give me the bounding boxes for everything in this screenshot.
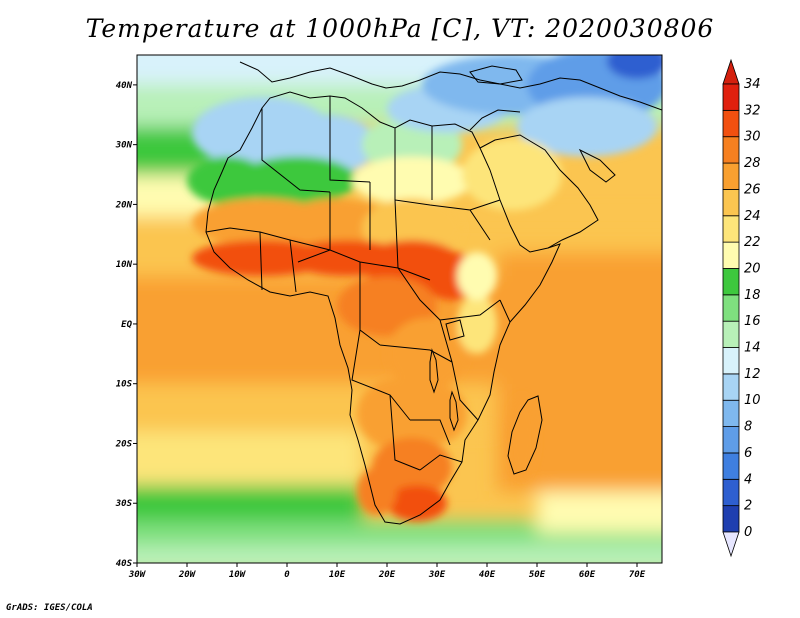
colorbar-swatch <box>722 347 740 375</box>
arabia-coastline <box>469 109 599 249</box>
madagascar-coastline <box>507 395 543 475</box>
field-region <box>357 467 397 516</box>
colorbar-label: 20 <box>744 261 761 276</box>
y-tick-label: 40S <box>116 559 133 569</box>
credit-label: GrADS: IGES/COLA <box>6 603 93 613</box>
colorbar-label: 32 <box>744 103 761 118</box>
field-band <box>137 521 662 546</box>
africa-coastline <box>205 91 561 525</box>
colorbar-swatch <box>722 373 740 401</box>
field-band <box>137 485 362 522</box>
colorbar-swatch <box>722 215 740 243</box>
colorbar-swatch <box>722 268 740 296</box>
field-region <box>407 383 467 444</box>
y-tick-label: 10N <box>116 260 133 270</box>
field-band <box>537 491 662 534</box>
y-tick-label: 30S <box>115 499 133 509</box>
colorbar-label: 16 <box>744 314 761 329</box>
colorbar-label: 4 <box>744 472 752 487</box>
lake-malawi <box>449 390 459 432</box>
colorbar-label: 10 <box>744 393 761 408</box>
colorbar-label: 2 <box>744 499 752 514</box>
colorbar-label: 26 <box>744 182 761 197</box>
lake-victoria <box>445 319 465 341</box>
colorbar-swatch <box>722 241 740 269</box>
colorbar-min-triangle <box>722 531 740 558</box>
field-region <box>387 317 467 390</box>
y-tick-label: 20N <box>115 200 133 210</box>
colorbar-swatch <box>722 320 740 348</box>
x-tick-label: 30W <box>128 570 147 580</box>
internal-borders <box>205 96 511 471</box>
colorbar-label: 30 <box>744 130 761 145</box>
persian-gulf <box>578 148 616 183</box>
field-band <box>137 545 662 563</box>
colorbar-label: 8 <box>744 420 752 435</box>
x-tick-label: 0 <box>284 570 290 580</box>
field-region <box>362 198 462 259</box>
field-region <box>517 96 657 157</box>
colorbar-swatch <box>722 189 740 217</box>
y-tick-label: 20S <box>115 439 133 449</box>
colorbar-swatch <box>722 109 740 138</box>
colorbar-swatch <box>722 294 740 322</box>
colorbar-label: 28 <box>744 156 761 171</box>
field-region <box>352 156 472 205</box>
colorbar-label: 34 <box>744 77 761 92</box>
y-axis: 40N 30N 20N 10N EQ 10S 20S 30S 40S <box>115 81 137 569</box>
colorbar-label: 6 <box>744 446 752 461</box>
colorbar-swatch <box>722 136 740 164</box>
y-tick-label: 30N <box>115 141 133 151</box>
x-tick-label: 30E <box>428 570 446 580</box>
black-sea <box>469 65 523 85</box>
field-region <box>237 156 357 205</box>
x-axis: 30W 20W 10W 0 10E 20E 30E 40E 50E 60E 70E <box>128 563 646 580</box>
colorbar-swatch <box>722 162 740 190</box>
field-region <box>457 252 497 301</box>
colorbar-max-triangle <box>722 58 740 85</box>
field-region <box>462 138 562 211</box>
field-region <box>507 395 537 480</box>
colorbar-swatch <box>722 426 740 454</box>
colorbar-swatch <box>722 505 740 533</box>
x-tick-label: 40E <box>479 570 496 580</box>
y-tick-label: 40N <box>116 81 133 91</box>
colorbar-label: 12 <box>744 367 761 382</box>
lake-tanganyika <box>429 348 439 394</box>
map-title: Temperature at 1000hPa [C], VT: 20200308… <box>85 14 715 43</box>
x-tick-label: 70E <box>629 570 646 580</box>
field-region <box>607 55 662 79</box>
x-tick-label: 10W <box>229 570 247 580</box>
colorbar-swatch <box>722 452 740 480</box>
x-tick-label: 60E <box>579 570 596 580</box>
colorbar-label: 22 <box>744 235 761 250</box>
x-tick-label: 50E <box>529 570 546 580</box>
temperature-field <box>137 55 662 563</box>
y-tick-label: EQ <box>121 320 132 330</box>
field-region <box>387 485 447 522</box>
colorbar-label: 14 <box>744 341 761 356</box>
colorbar-label: 24 <box>744 209 761 224</box>
colorbar-label: 18 <box>744 288 761 303</box>
field-region <box>457 294 497 354</box>
x-tick-label: 10E <box>329 570 346 580</box>
colorbar-swatch <box>722 478 740 507</box>
colorbar-swatch <box>722 399 740 427</box>
colorbar-label: 0 <box>744 525 752 540</box>
map-frame <box>136 54 663 564</box>
country-borders <box>205 61 662 525</box>
x-tick-label: 20E <box>378 570 396 580</box>
x-tick-label: 20W <box>178 570 197 580</box>
colorbar-swatch <box>722 83 740 111</box>
y-tick-label: 10S <box>116 380 133 390</box>
field-band <box>137 431 362 486</box>
europe-coastline <box>239 61 662 111</box>
